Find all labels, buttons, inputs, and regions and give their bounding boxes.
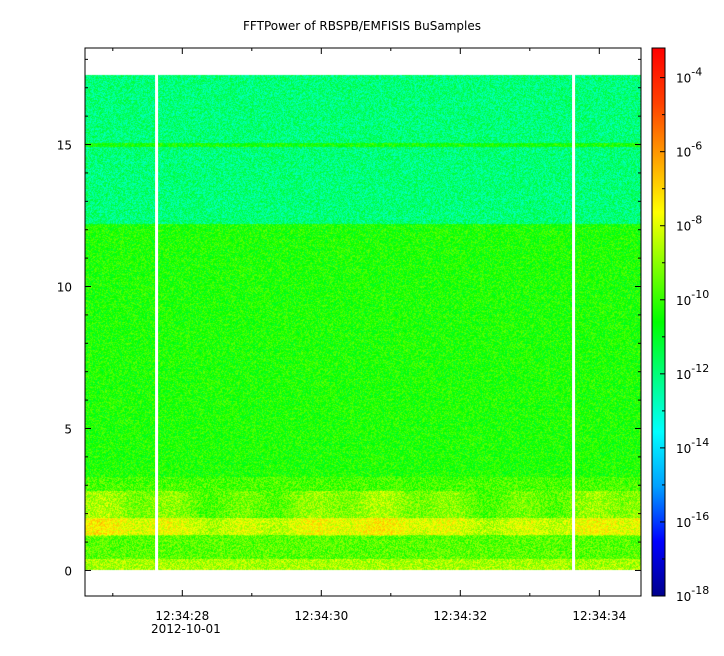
x-tick-label: 12:34:34 [572, 609, 626, 623]
colorbar: 10-4 10-6 10-8 10-10 10-12 10-14 10-16 10-18 [651, 47, 709, 604]
x-axis: 2012-10-01 12:34:28 12:34:30 12:34:32 12:34… [112, 48, 626, 636]
colorbar-tick-label: 10-6 [676, 140, 702, 160]
chart-title: FFTPower of RBSPB/EMFISIS BuSamples [243, 19, 481, 33]
x-date-label: 2012-10-01 [151, 622, 221, 636]
colorbar-gradient [651, 47, 666, 597]
colorbar-tick-label: 10-16 [676, 510, 709, 530]
colorbar-tick-label: 10-18 [676, 584, 709, 604]
colorbar-tick-label: 10-4 [676, 66, 702, 86]
y-tick-label: 0 [64, 564, 72, 578]
y-tick-label: 5 [64, 422, 72, 436]
x-tick-label: 12:34:28 [155, 609, 209, 623]
y-tick-label: 10 [57, 281, 72, 295]
plot-frame [84, 47, 642, 597]
y-axis: 0 5 10 15 [57, 58, 641, 578]
colorbar-tick-label: 10-10 [676, 288, 709, 308]
x-tick-label: 12:34:32 [433, 609, 487, 623]
colorbar-tick-label: 10-8 [676, 214, 702, 234]
colorbar-tick-label: 10-12 [676, 362, 709, 382]
y-tick-label: 15 [57, 139, 72, 153]
x-tick-label: 12:34:30 [294, 609, 348, 623]
colorbar-tick-label: 10-14 [676, 436, 709, 456]
plot-area [84, 47, 642, 597]
spectrogram-image [85, 48, 641, 596]
data-gap [572, 48, 576, 596]
data-gap [155, 48, 159, 596]
